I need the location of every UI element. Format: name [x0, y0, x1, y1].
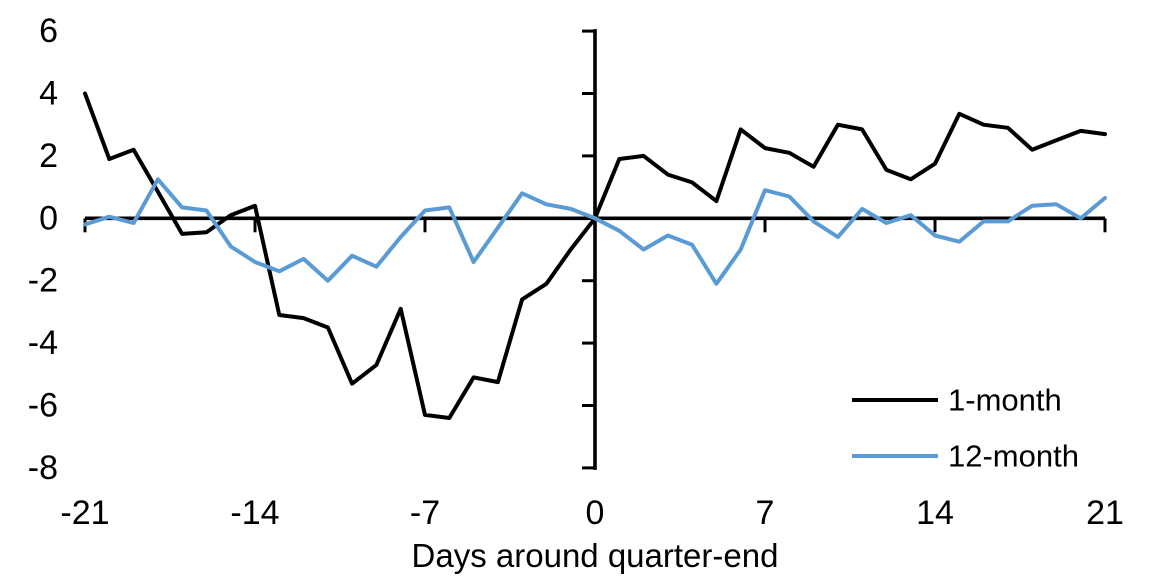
- y-axis-tick-label: -4: [28, 324, 58, 362]
- y-axis-tick-label: -8: [28, 449, 58, 487]
- x-axis-title: Days around quarter-end: [412, 537, 779, 574]
- x-axis-tick-label: 0: [586, 494, 605, 532]
- y-axis-tick-label: 6: [39, 12, 58, 50]
- y-axis-tick-label: 4: [39, 75, 58, 113]
- series-line-12-month: [83, 177, 1107, 286]
- x-axis-tick-label: -7: [410, 494, 440, 532]
- legend-label-12-month: 12-month: [948, 439, 1079, 474]
- x-axis-tick-label: 7: [756, 494, 775, 532]
- y-axis-tick-label: -6: [28, 387, 58, 425]
- x-axis-tick-label: -21: [60, 494, 109, 532]
- y-axis-tick-label: 0: [39, 199, 58, 237]
- y-axis-tick-label: -2: [28, 262, 58, 300]
- x-axis-tick-label: 21: [1086, 494, 1124, 532]
- x-axis-tick-label: -14: [230, 494, 279, 532]
- x-axis-tick-label: 14: [916, 494, 954, 532]
- legend-label-1-month: 1-month: [948, 383, 1062, 418]
- y-axis-tick-label: 2: [39, 137, 58, 175]
